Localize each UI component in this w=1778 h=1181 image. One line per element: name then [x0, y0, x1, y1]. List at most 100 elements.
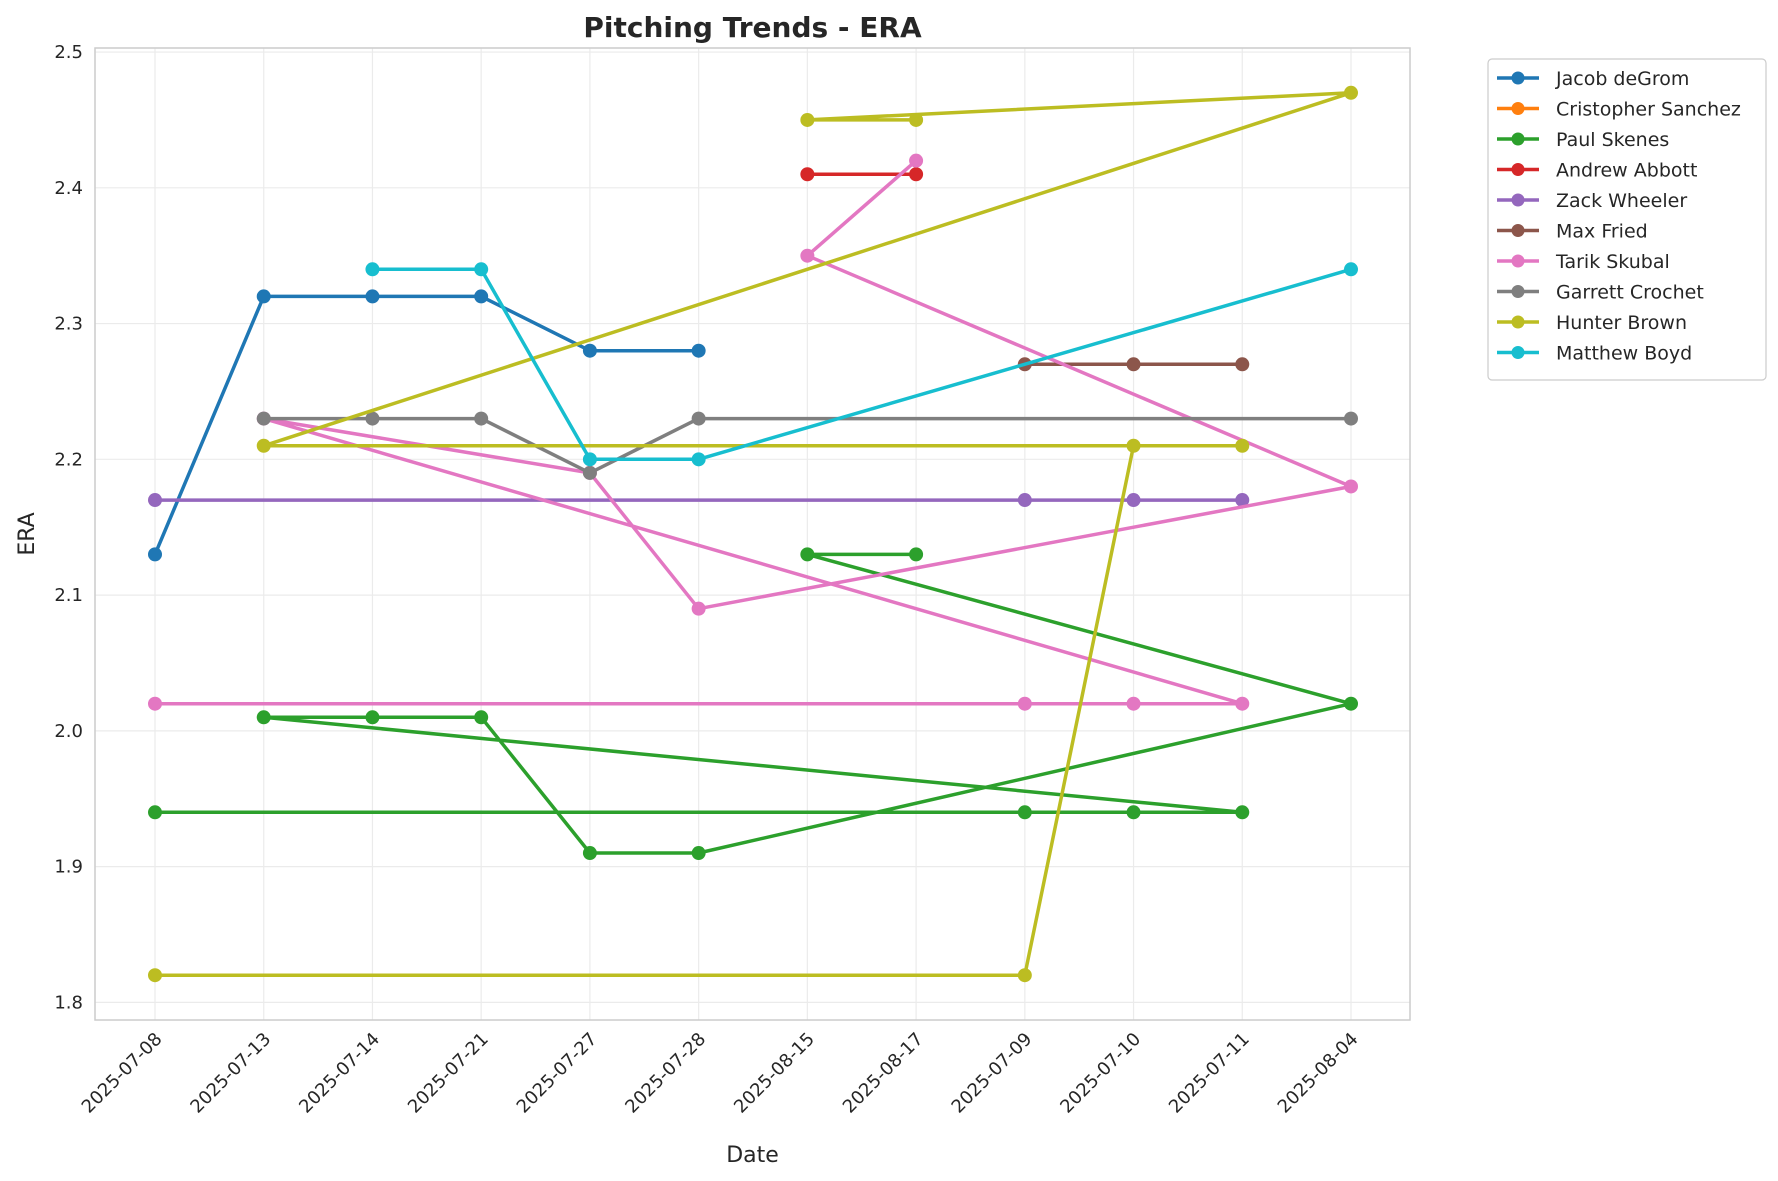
- data-point: [909, 547, 924, 562]
- data-point: [691, 601, 706, 616]
- legend-frame: [1487, 58, 1767, 381]
- data-point: [365, 710, 380, 725]
- legend-label: Andrew Abbott: [1556, 160, 1697, 182]
- legend-swatch-marker: [1511, 163, 1525, 176]
- legend-label: Jacob deGrom: [1555, 68, 1689, 90]
- legend-label: Tarik Skubal: [1555, 251, 1670, 273]
- data-point: [1235, 357, 1250, 372]
- data-point: [691, 343, 706, 358]
- legend-item-andrew-abbott: Andrew Abbott: [1497, 160, 1697, 182]
- legend-label: Cristopher Sanchez: [1556, 99, 1741, 121]
- legend-swatch-marker: [1511, 315, 1525, 329]
- y-tick-label: 2.4: [54, 178, 83, 199]
- data-point: [582, 846, 597, 861]
- data-point: [474, 289, 489, 304]
- legend-item-zack-wheeler: Zack Wheeler: [1497, 190, 1687, 212]
- series-line: [155, 552, 1353, 855]
- plot-area: [95, 48, 1410, 1020]
- data-point: [909, 112, 924, 127]
- series-matthew-boyd: [365, 262, 1358, 467]
- legend-label: Max Fried: [1556, 221, 1648, 243]
- legend-item-jacob-degrom: Jacob deGrom: [1497, 68, 1689, 90]
- legend-swatch-marker: [1511, 254, 1525, 268]
- data-point: [148, 968, 162, 983]
- legend-swatch-marker: [1511, 71, 1525, 85]
- data-point: [691, 411, 706, 426]
- legend-label: Matthew Boyd: [1556, 343, 1692, 365]
- data-point: [148, 547, 162, 562]
- data-point: [1235, 805, 1250, 820]
- data-point: [691, 452, 706, 467]
- series-jacob-degrom: [148, 289, 706, 562]
- legend-item-paul-skenes: Paul Skenes: [1497, 129, 1669, 151]
- chart-title: Pitching Trends - ERA: [583, 11, 922, 44]
- legend-label: Garrett Crochet: [1556, 282, 1704, 304]
- legend: Jacob deGrom Cristopher Sanchez Paul Skene…: [1487, 58, 1767, 381]
- data-point: [474, 262, 489, 277]
- data-point: [1344, 85, 1358, 100]
- y-axis-title: ERA: [15, 512, 40, 555]
- data-point: [1344, 696, 1358, 711]
- data-point: [256, 411, 271, 426]
- y-tick-label: 1.8: [54, 992, 83, 1013]
- data-point: [1344, 479, 1358, 494]
- data-point: [1344, 262, 1358, 277]
- series-line: [153, 294, 699, 556]
- data-point: [365, 411, 380, 426]
- data-point: [1235, 696, 1250, 711]
- data-point: [1126, 696, 1141, 711]
- legend-item-hunter-brown: Hunter Brown: [1497, 312, 1687, 334]
- legend-item-cristopher-sanchez: Cristopher Sanchez: [1497, 99, 1741, 121]
- legend-label: Hunter Brown: [1556, 312, 1687, 334]
- legend-swatch-marker: [1511, 102, 1525, 115]
- legend-item-max-fried: Max Fried: [1497, 221, 1648, 243]
- legend-swatch-marker: [1511, 346, 1525, 359]
- y-tick-label: 2.1: [54, 585, 83, 606]
- data-point: [1017, 805, 1032, 820]
- data-point: [1235, 438, 1250, 453]
- data-point: [1017, 696, 1032, 711]
- legend-swatch-marker: [1511, 285, 1525, 298]
- series-paul-skenes: [148, 547, 1358, 861]
- data-point: [1126, 357, 1141, 372]
- data-point: [474, 710, 489, 725]
- data-point: [148, 805, 162, 820]
- legend-swatch-marker: [1511, 193, 1525, 207]
- data-point: [909, 167, 924, 182]
- y-tick-label: 2.3: [54, 314, 83, 335]
- legend-swatch-marker: [1511, 224, 1525, 237]
- data-point: [582, 452, 597, 467]
- series-zack-wheeler: [148, 493, 1250, 508]
- data-point: [1126, 805, 1141, 820]
- series-hunter-brown: [148, 85, 1358, 983]
- legend-label: Zack Wheeler: [1556, 190, 1687, 212]
- data-point: [256, 710, 271, 725]
- grid-lines: [95, 48, 1410, 1020]
- series-layer: [148, 85, 1358, 983]
- data-point: [800, 112, 815, 127]
- data-point: [1126, 438, 1141, 453]
- data-point: [1126, 493, 1141, 508]
- data-point: [800, 167, 815, 182]
- data-point: [1344, 411, 1358, 426]
- legend-swatch-marker: [1511, 132, 1525, 146]
- data-point: [909, 153, 924, 168]
- data-point: [691, 846, 706, 861]
- y-tick-label: 2.0: [54, 721, 83, 742]
- data-point: [800, 248, 815, 263]
- data-point: [1017, 493, 1032, 508]
- data-point: [365, 289, 380, 304]
- data-point: [1235, 493, 1250, 508]
- data-point: [474, 411, 489, 426]
- y-tick-label: 2.5: [54, 42, 83, 63]
- y-tick-labels: 1.8 1.9 2.0 2.1 2.2 2.3 2.4 2.5: [54, 42, 83, 1013]
- data-point: [582, 343, 597, 358]
- series-line: [155, 91, 1353, 977]
- data-point: [148, 493, 162, 508]
- data-point: [1017, 968, 1032, 983]
- data-point: [582, 465, 597, 480]
- legend-item-matthew-boyd: Matthew Boyd: [1497, 343, 1692, 365]
- y-tick-label: 2.2: [54, 449, 83, 470]
- legend-item-tarik-skubal: Tarik Skubal: [1497, 251, 1670, 273]
